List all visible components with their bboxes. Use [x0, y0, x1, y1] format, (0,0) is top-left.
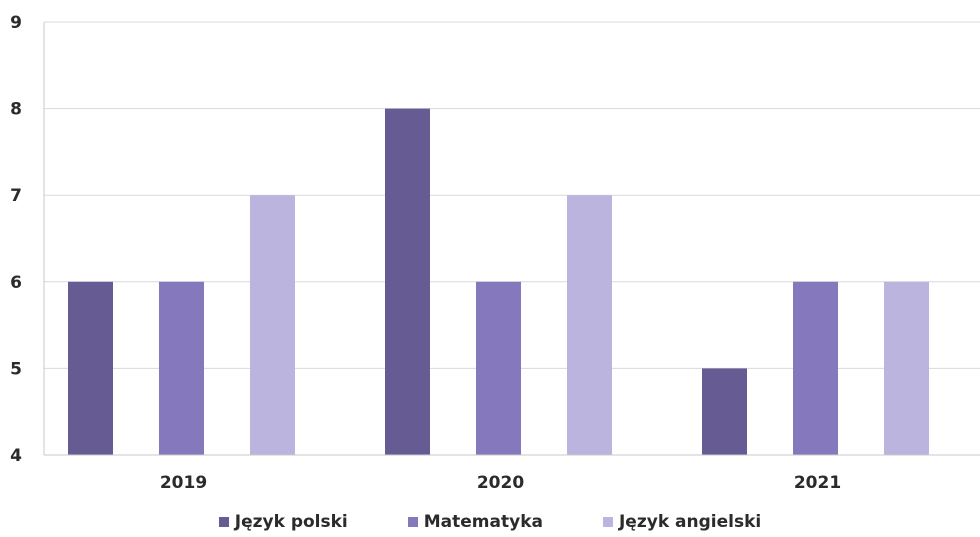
legend-item-jezyk-polski: Język polski — [218, 512, 348, 532]
legend-swatch-jezyk-polski — [218, 517, 229, 527]
bar-2019-1 — [159, 281, 204, 455]
bar-2019-2 — [250, 195, 295, 455]
x-tick-label: 2020 — [477, 473, 524, 493]
bar-2020-0 — [385, 108, 430, 455]
bar-2019-0 — [68, 281, 113, 455]
y-tick-label: 9 — [10, 13, 22, 33]
x-tick-label: 2019 — [160, 473, 207, 493]
legend: Język polski Matematyka Język angielski — [0, 508, 980, 536]
bar-2020-2 — [567, 195, 612, 455]
y-tick-label: 8 — [10, 100, 22, 120]
legend-label-jezyk-polski: Język polski — [234, 512, 348, 532]
y-tick-label: 7 — [10, 186, 22, 206]
legend-label-jezyk-angielski: Język angielski — [618, 512, 762, 532]
y-tick-label: 6 — [10, 273, 22, 293]
y-axis-ticks: 4 5 6 7 8 9 — [10, 13, 22, 466]
y-tick-label: 4 — [10, 446, 22, 466]
legend-label-matematyka: Matematyka — [423, 512, 543, 532]
x-axis-ticks: 2019 2020 2021 — [160, 473, 841, 493]
legend-item-matematyka: Matematyka — [407, 512, 543, 532]
bar-2021-0 — [702, 368, 747, 455]
bar-2020-1 — [476, 281, 521, 455]
legend-swatch-jezyk-angielski — [602, 517, 613, 527]
x-tick-label: 2021 — [794, 473, 841, 493]
legend-item-jezyk-angielski: Język angielski — [602, 512, 762, 532]
bar-2021-2 — [884, 281, 929, 455]
legend-swatch-matematyka — [407, 517, 418, 527]
y-tick-label: 5 — [10, 359, 22, 379]
bars — [68, 108, 929, 455]
bar-2021-1 — [793, 281, 838, 455]
